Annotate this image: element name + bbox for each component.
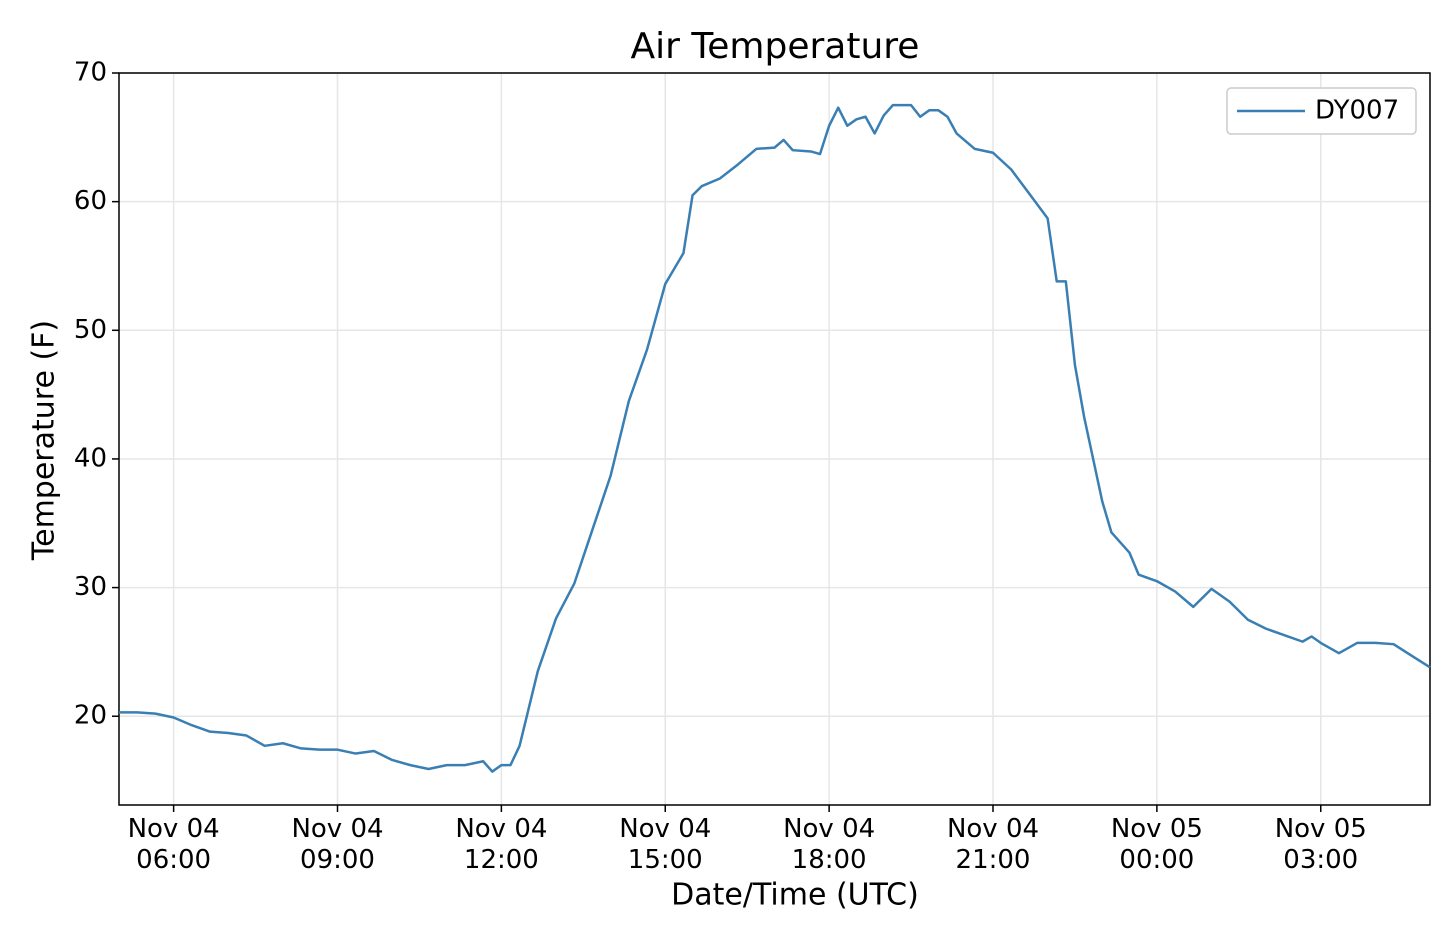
y-tick-label: 20 [74, 701, 107, 731]
y-axis-label: Temperature (F) [27, 320, 62, 561]
y-tick-label: 50 [74, 315, 107, 345]
x-tick-label: Nov 05 03:00 [1275, 814, 1367, 875]
legend-box [1226, 87, 1417, 135]
legend-label: DY007 [1315, 96, 1399, 126]
y-tick-label: 60 [74, 186, 107, 216]
x-tick-label: Nov 04 15:00 [619, 814, 711, 875]
x-tick-label: Nov 04 18:00 [783, 814, 875, 875]
x-tick-label: Nov 05 00:00 [1111, 814, 1203, 875]
plot-frame [118, 72, 1431, 806]
y-tick-label: 30 [74, 572, 107, 602]
x-tick-label: Nov 04 09:00 [291, 814, 383, 875]
data-line [119, 103, 1431, 773]
y-tick-label: 40 [74, 443, 107, 473]
x-tick-label: Nov 04 21:00 [947, 814, 1039, 875]
y-tick-label: 70 [74, 58, 107, 88]
x-tick-label: Nov 04 12:00 [455, 814, 547, 875]
chart-title: Air Temperature [631, 26, 920, 67]
x-axis-label: Date/Time (UTC) [671, 878, 919, 913]
x-tick-label: Nov 04 06:00 [128, 814, 220, 875]
